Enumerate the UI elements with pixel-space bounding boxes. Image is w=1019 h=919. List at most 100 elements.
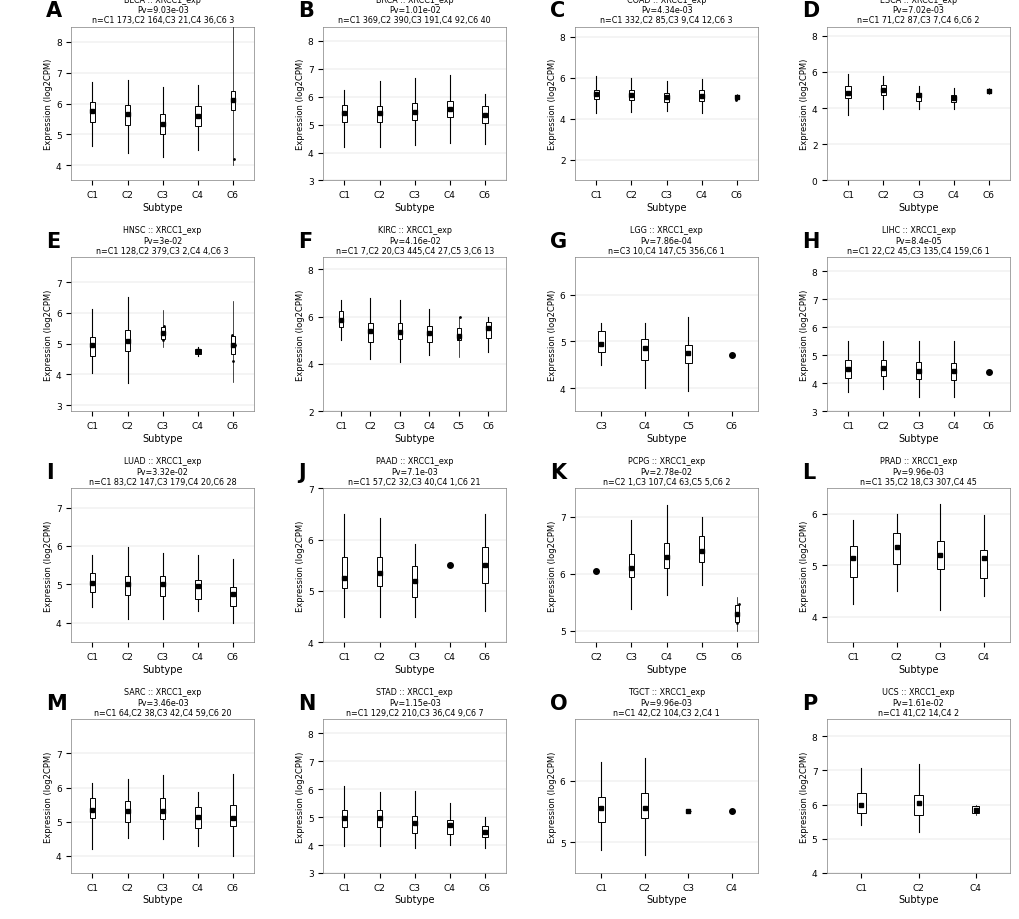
Bar: [663, 543, 668, 569]
Bar: [90, 338, 95, 357]
Bar: [160, 799, 165, 819]
Bar: [90, 103, 95, 122]
Title: PRAD :: XRCC1_exp
Pv=9.96e-03
n=C1 35,C2 18,C3 307,C4 45: PRAD :: XRCC1_exp Pv=9.96e-03 n=C1 35,C2…: [859, 457, 976, 486]
Point: [223, 328, 239, 343]
X-axis label: Subtype: Subtype: [646, 894, 686, 904]
Y-axis label: Expression (log2CPM): Expression (log2CPM): [44, 59, 53, 150]
Bar: [446, 820, 452, 834]
Bar: [979, 550, 986, 579]
Point: [223, 93, 239, 108]
Bar: [950, 96, 956, 103]
Bar: [641, 793, 648, 818]
Point: [730, 597, 746, 612]
X-axis label: Subtype: Subtype: [143, 894, 182, 904]
Bar: [935, 541, 943, 569]
X-axis label: Subtype: Subtype: [394, 894, 434, 904]
Bar: [341, 558, 346, 588]
Text: K: K: [549, 462, 566, 482]
Text: J: J: [298, 462, 305, 482]
Bar: [338, 312, 343, 328]
Point: [225, 355, 242, 369]
Y-axis label: Expression (log2CPM): Expression (log2CPM): [547, 289, 556, 380]
Bar: [195, 350, 201, 355]
Text: M: M: [46, 693, 66, 713]
Title: PCPG :: XRCC1_exp
Pv=2.78e-02
n=C2 1,C3 107,C4 63,C5 5,C6 2: PCPG :: XRCC1_exp Pv=2.78e-02 n=C2 1,C3 …: [602, 457, 730, 486]
Bar: [341, 106, 346, 122]
Bar: [427, 327, 431, 343]
Bar: [985, 90, 989, 94]
Bar: [628, 554, 634, 577]
Point: [968, 801, 984, 816]
Y-axis label: Expression (log2CPM): Expression (log2CPM): [799, 289, 808, 380]
Point: [155, 320, 171, 335]
Bar: [195, 581, 201, 600]
Title: BRCA :: XRCC1_exp
Pv=1.01e-02
n=C1 369,C2 390,C3 191,C4 92,C6 40: BRCA :: XRCC1_exp Pv=1.01e-02 n=C1 369,C…: [338, 0, 490, 26]
Bar: [90, 798, 95, 818]
Text: G: G: [549, 232, 567, 252]
Title: KIRC :: XRCC1_exp
Pv=4.16e-02
n=C1 7,C2 20,C3 445,C4 27,C5 3,C6 13: KIRC :: XRCC1_exp Pv=4.16e-02 n=C1 7,C2 …: [335, 226, 493, 256]
X-axis label: Subtype: Subtype: [394, 434, 434, 443]
Bar: [482, 826, 487, 837]
Title: LIHC :: XRCC1_exp
Pv=8.4e-05
n=C1 22,C2 45,C3 135,C4 159,C6 1: LIHC :: XRCC1_exp Pv=8.4e-05 n=C1 22,C2 …: [847, 226, 988, 256]
Point: [226, 338, 243, 353]
Bar: [376, 558, 382, 586]
X-axis label: Subtype: Subtype: [143, 664, 182, 674]
Bar: [124, 330, 130, 352]
Title: UCS :: XRCC1_exp
Pv=1.61e-02
n=C1 41,C2 14,C4 2: UCS :: XRCC1_exp Pv=1.61e-02 n=C1 41,C2 …: [877, 687, 958, 717]
Text: N: N: [298, 693, 315, 713]
Bar: [856, 793, 865, 813]
Point: [966, 803, 982, 818]
Bar: [950, 364, 956, 380]
Bar: [457, 329, 461, 341]
Bar: [195, 807, 201, 828]
Y-axis label: Expression (log2CPM): Expression (log2CPM): [296, 751, 305, 842]
Bar: [368, 323, 373, 343]
Text: D: D: [801, 2, 818, 21]
Point: [225, 94, 242, 108]
Title: HNSC :: XRCC1_exp
Pv=3e-02
n=C1 128,C2 379,C3 2,C4 4,C6 3: HNSC :: XRCC1_exp Pv=3e-02 n=C1 128,C2 3…: [97, 226, 228, 256]
Bar: [971, 807, 978, 813]
Title: PAAD :: XRCC1_exp
Pv=7.1e-03
n=C1 57,C2 32,C3 40,C4 1,C6 21: PAAD :: XRCC1_exp Pv=7.1e-03 n=C1 57,C2 …: [348, 457, 480, 486]
Bar: [124, 576, 130, 596]
Text: F: F: [298, 232, 312, 252]
Y-axis label: Expression (log2CPM): Expression (log2CPM): [44, 520, 53, 611]
Text: E: E: [46, 232, 60, 252]
Bar: [845, 87, 850, 98]
Bar: [376, 810, 382, 827]
Bar: [879, 85, 886, 96]
Y-axis label: Expression (log2CPM): Expression (log2CPM): [296, 289, 305, 380]
Bar: [230, 336, 234, 355]
Bar: [230, 92, 234, 110]
Point: [729, 90, 745, 105]
Bar: [734, 96, 738, 100]
Y-axis label: Expression (log2CPM): Expression (log2CPM): [547, 520, 556, 611]
Title: TGCT :: XRCC1_exp
Pv=9.96e-03
n=C1 42,C2 104,C3 2,C4 1: TGCT :: XRCC1_exp Pv=9.96e-03 n=C1 42,C2…: [612, 687, 719, 717]
Bar: [893, 533, 900, 564]
X-axis label: Subtype: Subtype: [394, 664, 434, 674]
X-axis label: Subtype: Subtype: [646, 203, 686, 213]
Text: O: O: [549, 693, 567, 713]
X-axis label: Subtype: Subtype: [143, 434, 182, 443]
Title: SARC :: XRCC1_exp
Pv=3.46e-03
n=C1 64,C2 38,C3 42,C4 59,C6 20: SARC :: XRCC1_exp Pv=3.46e-03 n=C1 64,C2…: [94, 687, 231, 717]
Text: B: B: [298, 2, 314, 21]
X-axis label: Subtype: Subtype: [898, 434, 937, 443]
Bar: [90, 573, 95, 593]
Bar: [698, 91, 704, 102]
Point: [225, 152, 242, 166]
Bar: [597, 332, 604, 352]
Bar: [628, 91, 634, 101]
Title: STAD :: XRCC1_exp
Pv=1.15e-03
n=C1 129,C2 210,C3 36,C4 9,C6 7: STAD :: XRCC1_exp Pv=1.15e-03 n=C1 129,C…: [345, 687, 483, 717]
Bar: [641, 339, 648, 360]
Point: [449, 332, 466, 346]
Y-axis label: Expression (log2CPM): Expression (log2CPM): [799, 751, 808, 842]
Y-axis label: Expression (log2CPM): Expression (log2CPM): [799, 59, 808, 150]
Point: [451, 310, 468, 324]
Y-axis label: Expression (log2CPM): Expression (log2CPM): [44, 289, 53, 380]
X-axis label: Subtype: Subtype: [646, 664, 686, 674]
Title: ESCA :: XRCC1_exp
Pv=7.02e-03
n=C1 71,C2 87,C3 7,C4 6,C6 2: ESCA :: XRCC1_exp Pv=7.02e-03 n=C1 71,C2…: [856, 0, 979, 26]
Bar: [230, 587, 235, 607]
Bar: [160, 115, 165, 135]
Bar: [698, 537, 704, 562]
Bar: [684, 346, 691, 364]
Point: [980, 85, 997, 100]
